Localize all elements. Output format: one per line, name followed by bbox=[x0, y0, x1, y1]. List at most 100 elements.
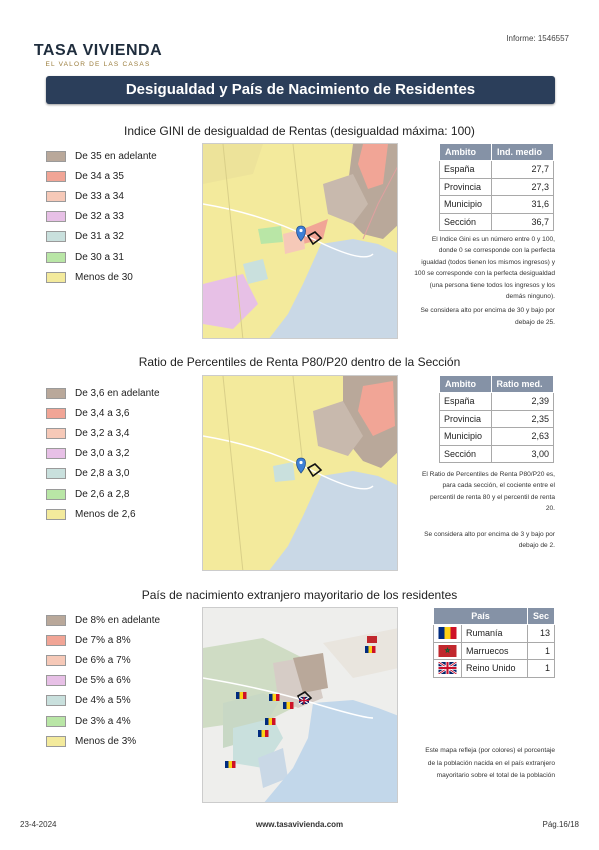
legend-item: De 2,8 a 3,0 bbox=[46, 464, 160, 484]
footer-date: 23-4-2024 bbox=[20, 820, 57, 829]
legend-item: Menos de 30 bbox=[46, 267, 157, 287]
ratio-legend: De 3,6 en adelante De 3,4 a 3,6 De 3,2 a… bbox=[46, 383, 160, 524]
legend-item: De 3% a 4% bbox=[46, 711, 160, 731]
gini-map-canvas bbox=[203, 144, 397, 338]
legend-label: De 34 a 35 bbox=[75, 170, 124, 182]
legend-item: Menos de 3% bbox=[46, 731, 160, 751]
table-cell: Provincia bbox=[439, 409, 492, 428]
table-cell: 2,39 bbox=[490, 392, 555, 411]
legend-item: De 33 a 34 bbox=[46, 186, 157, 206]
brand-logo: TASA VIVIENDA EL VALOR DE LAS CASAS bbox=[28, 42, 168, 68]
legend-item: De 8% en adelante bbox=[46, 610, 160, 630]
note-text: El Ratio de Percentiles de Renta P80/P20… bbox=[421, 471, 555, 513]
footer-website[interactable]: www.tasavivienda.com bbox=[255, 820, 344, 829]
morocco-flag-icon bbox=[367, 636, 377, 643]
table-cell: 27,3 bbox=[491, 177, 554, 196]
note-text: El Indice Gini es un número entre 0 y 10… bbox=[414, 236, 555, 301]
note-text: Se considera alto por encima de 30 y baj… bbox=[420, 307, 555, 326]
legend-item: De 2,6 a 2,8 bbox=[46, 484, 160, 504]
table-cell: 3,00 bbox=[490, 444, 555, 463]
table-row: Municipio 2,63 bbox=[439, 427, 555, 446]
legend-swatch bbox=[46, 715, 66, 727]
gini-notes: El Indice Gini es un número entre 0 y 10… bbox=[414, 234, 555, 331]
legend-swatch bbox=[46, 488, 66, 500]
table-cell: Marruecos bbox=[461, 641, 528, 660]
legend-label: De 35 en adelante bbox=[75, 150, 157, 162]
romania-flag-icon bbox=[265, 718, 276, 725]
legend-item: De 35 en adelante bbox=[46, 146, 157, 166]
gini-map[interactable] bbox=[202, 143, 398, 339]
legend-item: De 3,0 a 3,2 bbox=[46, 444, 160, 464]
legend-swatch bbox=[46, 231, 66, 243]
footer-page-number: Pág.16/18 bbox=[542, 820, 579, 829]
note-text: Se considera alto por encima de 3 y bajo… bbox=[424, 530, 555, 550]
legend-item: De 30 a 31 bbox=[46, 247, 157, 267]
legend-item: Menos de 2,6 bbox=[46, 504, 160, 524]
gini-legend: De 35 en adelante De 34 a 35 De 33 a 34 … bbox=[46, 146, 157, 287]
united-kingdom-flag-icon bbox=[438, 662, 457, 675]
location-pin-icon bbox=[296, 225, 306, 242]
table-header-row: País Sec bbox=[433, 607, 556, 625]
brand-name: TASA VIVIENDA bbox=[33, 42, 163, 59]
table-cell: 2,63 bbox=[490, 427, 555, 446]
report-id: Informe: 1546557 bbox=[506, 34, 569, 43]
table-row: Rumanía 13 bbox=[433, 624, 556, 643]
legend-label: De 3,0 a 3,2 bbox=[75, 448, 130, 460]
legend-swatch bbox=[46, 468, 66, 480]
legend-item: De 3,2 a 3,4 bbox=[46, 423, 160, 443]
table-header: Ambito bbox=[439, 375, 492, 393]
brand-tagline: EL VALOR DE LAS CASAS bbox=[45, 61, 151, 68]
romania-flag-icon bbox=[283, 702, 294, 709]
legend-label: Menos de 3% bbox=[75, 735, 137, 747]
legend-swatch bbox=[46, 407, 66, 419]
legend-swatch bbox=[46, 387, 66, 399]
romania-flag-icon bbox=[236, 692, 247, 699]
table-row: Provincia 2,35 bbox=[439, 409, 555, 428]
table-cell: Provincia bbox=[438, 177, 493, 196]
table-cell: Sección bbox=[438, 212, 493, 231]
legend-swatch bbox=[46, 695, 66, 707]
ratio-map[interactable] bbox=[202, 375, 398, 571]
legend-swatch bbox=[46, 634, 66, 646]
legend-label: Menos de 30 bbox=[75, 271, 133, 283]
legend-label: De 3,2 a 3,4 bbox=[75, 427, 130, 439]
legend-item: De 7% a 8% bbox=[46, 630, 160, 650]
legend-item: De 3,6 en adelante bbox=[46, 383, 160, 403]
legend-label: De 4% a 5% bbox=[75, 695, 131, 707]
origin-map-canvas bbox=[203, 608, 397, 802]
legend-item: De 31 a 32 bbox=[46, 227, 157, 247]
legend-label: De 31 a 32 bbox=[75, 231, 124, 243]
morocco-flag-icon bbox=[438, 644, 457, 657]
origin-section-title: País de nacimiento extranjero mayoritari… bbox=[141, 588, 458, 602]
gini-section-title: Indice GINI de desigualdad de Rentas (de… bbox=[124, 124, 475, 138]
table-cell: Reino Unido bbox=[461, 659, 528, 678]
legend-swatch bbox=[46, 508, 66, 520]
legend-swatch bbox=[46, 251, 66, 263]
table-header-row: Ambito Ratio med. bbox=[439, 375, 555, 393]
note-text: Este mapa refleja (por colores) el porce… bbox=[425, 747, 555, 779]
legend-label: De 3% a 4% bbox=[75, 715, 131, 727]
legend-label: De 32 a 33 bbox=[75, 211, 124, 223]
legend-label: De 6% a 7% bbox=[75, 654, 131, 666]
romania-flag-icon bbox=[269, 694, 280, 701]
table-cell: 13 bbox=[526, 624, 556, 643]
table-row: Sección 3,00 bbox=[439, 444, 555, 463]
origin-map[interactable] bbox=[202, 607, 398, 803]
legend-label: De 3,6 en adelante bbox=[75, 387, 160, 399]
legend-label: De 7% a 8% bbox=[75, 634, 131, 646]
table-cell: España bbox=[439, 392, 492, 411]
legend-label: De 2,6 a 2,8 bbox=[75, 488, 130, 500]
legend-item: De 5% a 6% bbox=[46, 671, 160, 691]
legend-swatch bbox=[46, 150, 66, 162]
legend-swatch bbox=[46, 211, 66, 223]
legend-label: De 2,8 a 3,0 bbox=[75, 468, 130, 480]
legend-swatch bbox=[46, 271, 66, 283]
legend-item: De 34 a 35 bbox=[46, 166, 157, 186]
location-pin-icon bbox=[296, 457, 306, 474]
legend-label: De 33 a 34 bbox=[75, 190, 124, 202]
table-cell: Rumanía bbox=[461, 624, 528, 643]
table-cell: 31,6 bbox=[491, 195, 554, 214]
origin-table: País Sec Rumanía 13 Marruecos 1 Reino Un… bbox=[433, 607, 556, 678]
romania-flag-icon bbox=[365, 646, 376, 653]
page-title: Desigualdad y País de Nacimiento de Resi… bbox=[46, 76, 555, 104]
